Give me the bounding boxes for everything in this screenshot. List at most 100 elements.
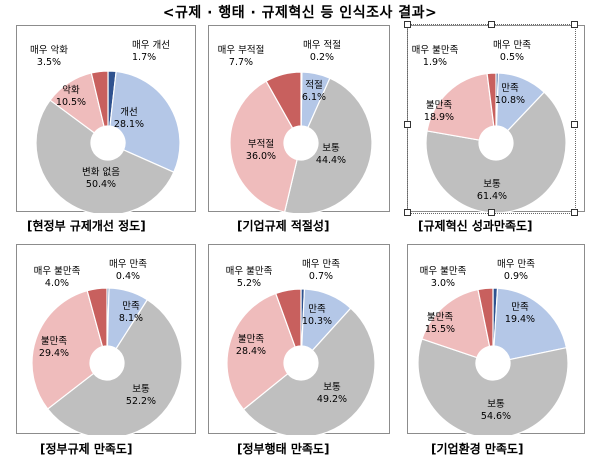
chart-panel-innovation-satisfaction[interactable]: 매우 만족 0.5% 만족 10.8% 보통 61.4% 불만족 18.9% 매우 불만족 1.9… [407, 25, 585, 213]
chart-caption-government-behavior: [정부행태 만족도] [237, 442, 330, 456]
value-label-good: 28.1% [114, 119, 144, 130]
value-label-bad: 28.4% [236, 346, 266, 357]
value-label-neutral: 44.4% [316, 155, 346, 166]
chart-panel-business-environment: 매우 만족 0.9% 만족 19.4% 보통 54.6% 불만족 15.5% 매우 불만족 3.0… [407, 244, 585, 435]
slice-neutral [35, 99, 175, 213]
category-label-very-bad: 매우 불만족 [420, 266, 467, 277]
category-label-very-good: 매우 적절 [303, 39, 341, 51]
slice-bad [421, 288, 491, 359]
value-label-very-good: 0.5% [500, 52, 524, 63]
slice-neutral [242, 307, 376, 435]
slice-neutral [283, 77, 373, 213]
slice-label-very-good: 매우 만족0.7% [302, 259, 340, 282]
chart-panel-regulation-adequacy: 매우 적절 0.2% 적절 6.1% 보통 44.4% 부적절 36.0% 매우 부적절 7.7% [208, 25, 390, 213]
chart-caption-innovation-satisfaction: [규제혁신 성과만족도] [418, 219, 533, 233]
slice-very-bad [477, 287, 494, 348]
category-label-neutral: 보통 [132, 384, 150, 395]
category-label-neutral: 변화 없음 [82, 166, 120, 178]
value-label-neutral: 49.2% [317, 394, 347, 405]
category-label-very-bad: 매우 불만족 [412, 45, 459, 56]
value-label-very-bad: 4.0% [45, 278, 69, 289]
value-label-very-good: 0.2% [310, 52, 334, 63]
value-label-bad: 10.5% [56, 97, 86, 108]
value-label-good: 10.3% [302, 316, 332, 327]
category-label-very-good: 매우 만족 [109, 259, 147, 270]
value-label-good: 19.4% [505, 314, 535, 325]
category-label-good: 개선 [120, 107, 137, 118]
category-label-very-bad: 매우 불만족 [226, 266, 273, 277]
value-label-very-good: 0.7% [309, 271, 333, 282]
resize-handle-top-center[interactable] [488, 21, 495, 28]
category-label-very-good: 매우 개선 [132, 40, 170, 51]
category-label-very-bad: 매우 악화 [30, 44, 68, 56]
category-label-bad: 악화 [62, 84, 80, 96]
slice-very-bad [265, 71, 302, 130]
slice-bad [229, 80, 298, 213]
chart-caption-regulation-improvement: [현정부 규제개선 정도] [27, 219, 146, 233]
value-label-very-bad: 5.2% [237, 278, 261, 289]
slice-label-very-good: 매우 개선1.7% [132, 40, 170, 63]
category-label-very-good: 매우 만족 [497, 259, 535, 270]
category-label-neutral: 보통 [323, 382, 341, 393]
category-label-bad: 부적절 [248, 138, 274, 150]
value-label-bad: 29.4% [39, 348, 69, 359]
value-label-very-good: 0.4% [116, 271, 140, 282]
value-label-good: 8.1% [119, 313, 143, 324]
chart-caption-government-regulation: [정부규제 만족도] [40, 442, 133, 456]
category-label-bad: 불만족 [427, 312, 453, 323]
value-label-very-bad: 7.7% [229, 57, 253, 68]
chart-panel-regulation-improvement: 매우 개선 1.7% 개선 28.1% 변화 없음 50.4% 악화 10.5% 매우 악화 3.… [16, 25, 196, 213]
resize-handle-bottom-right[interactable] [571, 209, 578, 216]
resize-handle-bottom-left[interactable] [404, 209, 411, 216]
category-label-bad: 불만족 [426, 100, 452, 111]
resize-handle-top-left[interactable] [404, 21, 411, 28]
value-label-very-bad: 3.0% [431, 278, 455, 289]
slice-very-bad [486, 72, 497, 127]
slice-label-very-good: 매우 만족0.5% [493, 40, 531, 63]
slice-label-very-good: 매우 만족0.9% [497, 259, 535, 282]
value-label-bad: 36.0% [246, 151, 276, 162]
slice-label-good: 만족8.1% [119, 301, 143, 324]
chart-caption-business-environment: [기업환경 만족도] [431, 442, 524, 456]
category-label-good: 만족 [501, 83, 519, 94]
category-label-bad: 불만족 [41, 336, 67, 347]
category-label-good: 적절 [305, 79, 322, 91]
resize-handle-middle-right[interactable] [571, 121, 578, 128]
slice-neutral [46, 298, 183, 435]
resize-handle-top-right[interactable] [571, 21, 578, 28]
slice-label-very-bad: 매우 악화3.5% [30, 44, 68, 68]
category-label-bad: 불만족 [238, 334, 264, 345]
category-label-very-bad: 매우 부적절 [218, 44, 265, 56]
value-label-very-good: 1.7% [132, 52, 156, 63]
chart-caption-regulation-adequacy: [기업규제 적절성] [237, 219, 330, 233]
category-label-very-good: 매우 만족 [493, 40, 531, 51]
resize-handle-middle-left[interactable] [404, 121, 411, 128]
value-label-neutral: 52.2% [126, 396, 156, 407]
page-title: <규제 · 행태 · 규제혁신 등 인식조사 결과> [162, 5, 438, 21]
slice-bad [426, 72, 495, 141]
value-label-very-good: 0.9% [504, 271, 528, 282]
resize-handle-bottom-center[interactable] [488, 209, 495, 216]
